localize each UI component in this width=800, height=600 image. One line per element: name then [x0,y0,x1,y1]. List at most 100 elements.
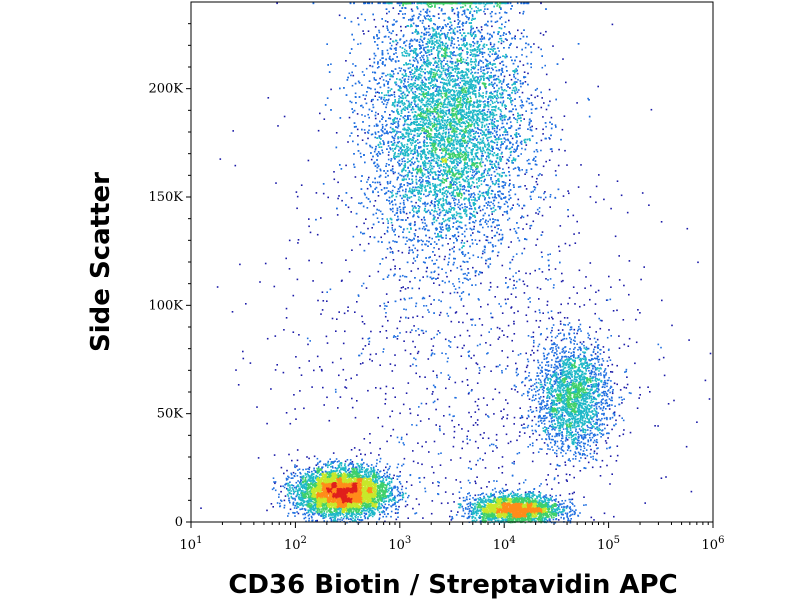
event-dot [414,82,416,85]
y-tick-label: 50K [157,407,184,422]
event-dot [470,142,473,144]
event-dot [411,180,414,183]
event-dot [507,246,510,248]
event-dot [485,114,487,116]
event-dot [439,26,441,28]
event-dot [494,226,496,229]
event-dot [492,202,494,205]
event-dot [376,91,379,93]
event-dot [374,26,377,28]
event-dot [407,81,409,83]
event-dot [398,190,401,193]
event-dot [543,102,545,104]
event-dot [382,126,384,128]
event-dot [402,104,405,106]
event-dot [404,106,406,108]
event-dot [465,59,468,61]
event-dot [489,43,492,46]
event-dot [505,108,507,110]
event-dot [500,138,503,140]
event-dot [425,182,428,184]
event-dot [509,179,511,181]
event-dot [464,186,466,188]
event-dot [478,239,481,242]
event-dot [464,139,466,142]
event-dot [390,122,392,125]
event-dot [489,63,492,65]
event-dot [516,91,519,93]
event-dot [466,163,469,166]
event-dot [450,57,453,60]
event-dot [516,121,519,124]
event-dot [435,106,437,109]
event-dot [389,73,391,76]
event-dot [387,117,390,120]
event-dot [397,125,400,127]
event-dot [464,77,466,80]
event-dot [399,208,402,211]
event-dot [511,258,514,261]
event-dot [416,60,419,62]
event-dot [317,129,320,132]
event-dot [516,203,519,205]
event-dot [453,98,456,101]
event-dot [469,170,472,173]
event-dot [390,75,392,78]
event-dot [452,118,454,120]
event-dot [408,246,411,249]
event-dot [482,161,484,164]
event-dot [484,129,487,131]
event-dot [376,153,379,155]
event-dot [495,131,498,134]
event-dot [444,126,446,128]
event-dot [474,239,477,241]
event-dot [473,186,476,188]
event-dot [455,211,458,213]
event-dot [456,26,459,28]
event-dot [418,287,420,290]
event-dot [414,260,417,262]
event-dot [399,4,401,7]
event-dot [468,159,471,162]
event-dot [514,230,517,233]
event-dot [461,13,463,16]
event-dot [491,150,493,152]
event-dot [411,192,414,195]
event-dot [485,95,487,98]
event-dot [479,75,481,78]
event-dot [402,153,404,156]
event-dot [463,113,466,115]
event-dot [428,25,430,27]
event-dot [499,115,501,118]
event-dot [474,17,476,20]
event-dot [401,185,403,188]
event-dot [466,140,469,142]
event-dot [444,106,447,108]
event-dot [398,279,401,281]
event-dot [435,236,437,238]
event-dot [403,203,405,206]
event-dot [493,59,495,62]
event-dot [509,154,512,156]
event-dot [474,109,477,112]
event-dot [473,225,475,228]
event-dot [536,286,539,289]
y-tick-label: 100K [148,298,183,313]
event-dot [475,139,478,141]
event-dot [493,95,495,97]
event-dot [514,118,517,120]
event-dot [428,49,430,51]
event-dot [482,61,484,64]
event-dot [397,122,399,124]
event-dot [338,14,341,17]
event-dot [378,29,380,32]
event-dot [399,202,402,205]
event-dot [423,139,426,142]
event-dot [542,133,544,135]
event-dot [409,115,411,117]
event-dot [535,128,538,130]
event-dot [350,74,352,77]
event-dot [436,106,439,109]
event-dot [422,2,425,5]
event-dot [382,140,384,142]
